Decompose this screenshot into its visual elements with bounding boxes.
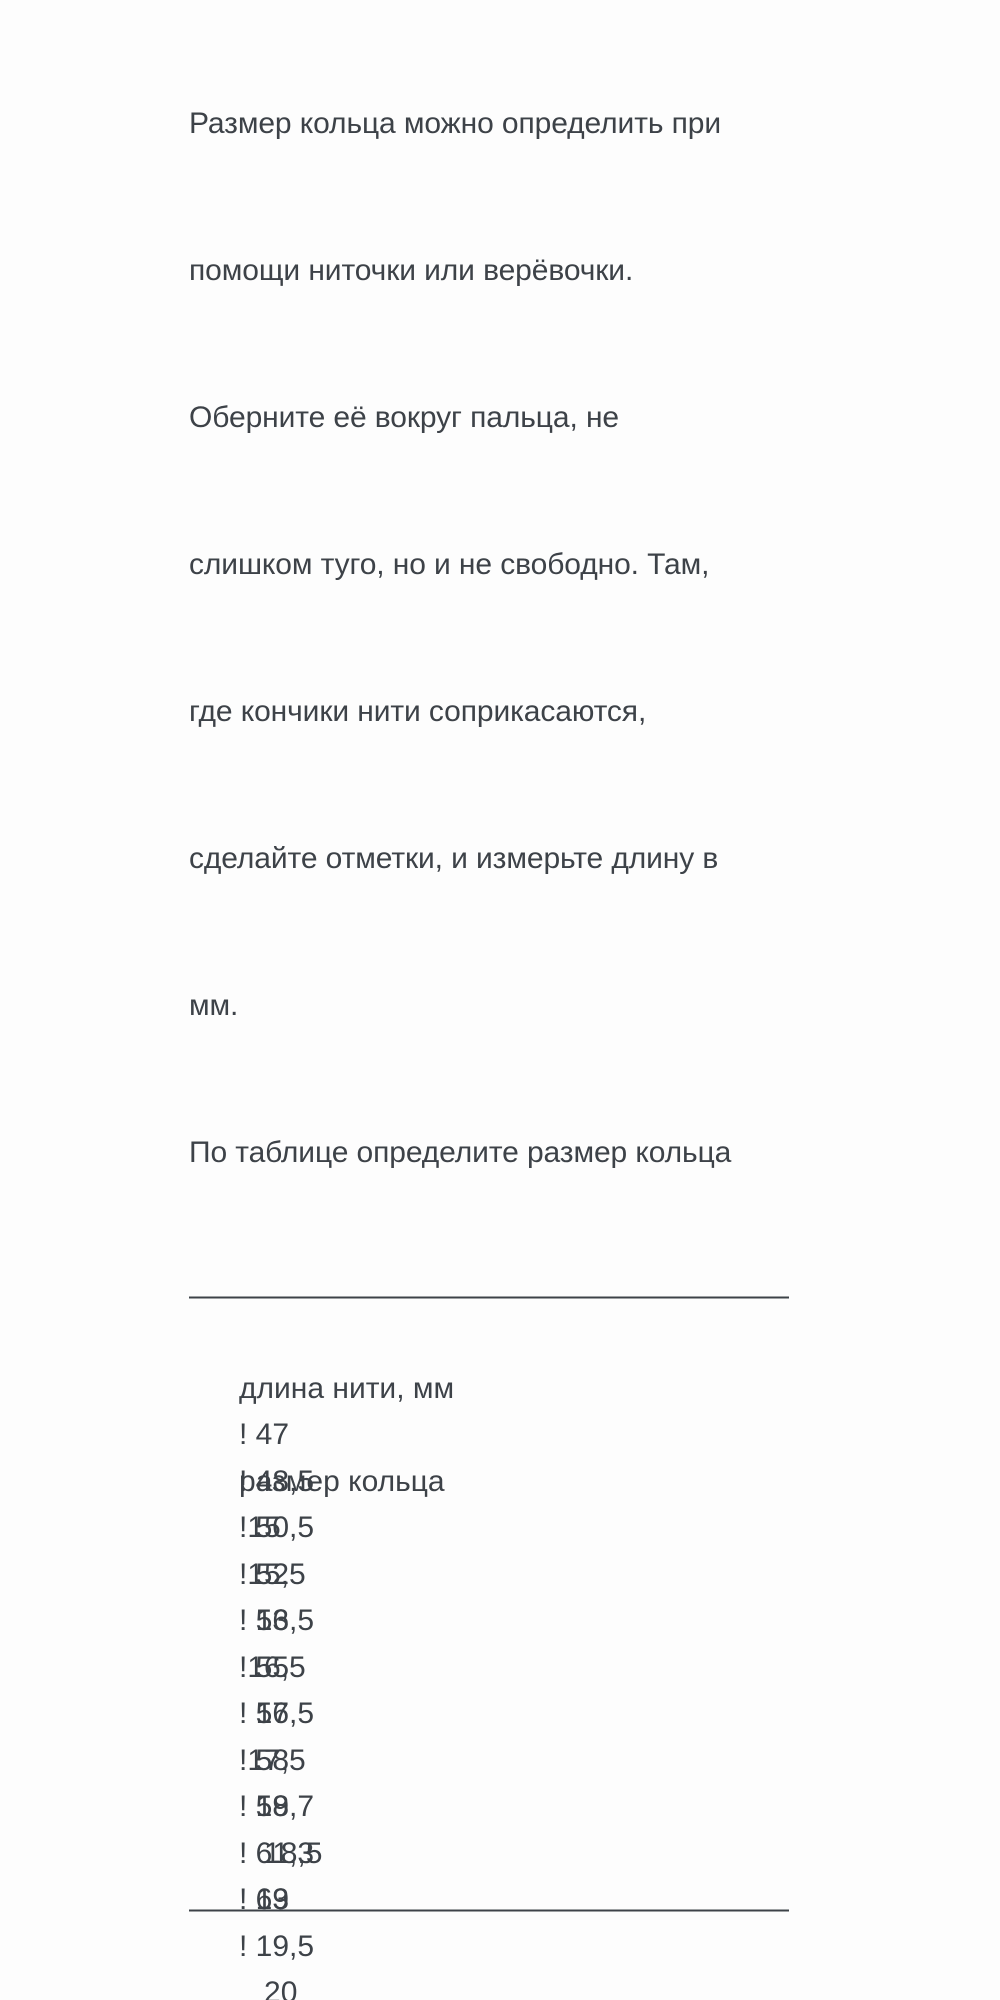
intro-line: мм.	[189, 989, 239, 1022]
cell-ring-size: 20	[239, 1976, 298, 2000]
intro-line: Размер кольца можно определить при	[189, 107, 721, 140]
intro-line: По таблице определите размер кольца	[189, 1136, 732, 1169]
intro-line: Оберните её вокруг пальца, не	[189, 401, 619, 434]
cell-separator-glyph: !	[239, 1929, 248, 1963]
cell-thread-length: 50,5	[239, 1511, 315, 1544]
cell-thread-length: 47	[239, 1418, 290, 1451]
cell-thread-length: 58	[239, 1743, 290, 1777]
table-top-divider: ————————————————————	[189, 1286, 789, 1306]
cell-thread-length: 55	[239, 1650, 290, 1684]
cell-thread-length: 53,5	[239, 1604, 315, 1637]
cell-thread-length: 56,5	[239, 1697, 315, 1730]
table-header-row: длина нити, мм ! размер кольца	[189, 1319, 980, 1498]
column-header-thread-length: длина нити, мм	[239, 1371, 455, 1405]
intro-line: помощи ниточки или верёвочки.	[189, 254, 634, 287]
cell-thread-length: 52	[239, 1557, 290, 1591]
cell-thread-length: 59,7	[239, 1790, 315, 1823]
intro-line: сделайте отметки, и измерьте длину в	[189, 842, 719, 875]
intro-line: где кончики нити соприкасаются,	[189, 695, 647, 728]
document-page: Размер кольца можно определить при помощ…	[189, 107, 789, 2000]
table-bottom-divider: ————————————————————	[189, 1899, 789, 1919]
cell-thread-length: 61,3	[239, 1836, 315, 1870]
cell-thread-length: 48,5	[239, 1464, 315, 1498]
ring-size-table: длина нити, мм ! размер кольца 47 ! 15 4…	[189, 1319, 980, 2000]
intro-line: слишком туго, но и не свободно. Там,	[189, 548, 710, 581]
intro-paragraph: Размер кольца можно определить при помощ…	[189, 0, 980, 1275]
